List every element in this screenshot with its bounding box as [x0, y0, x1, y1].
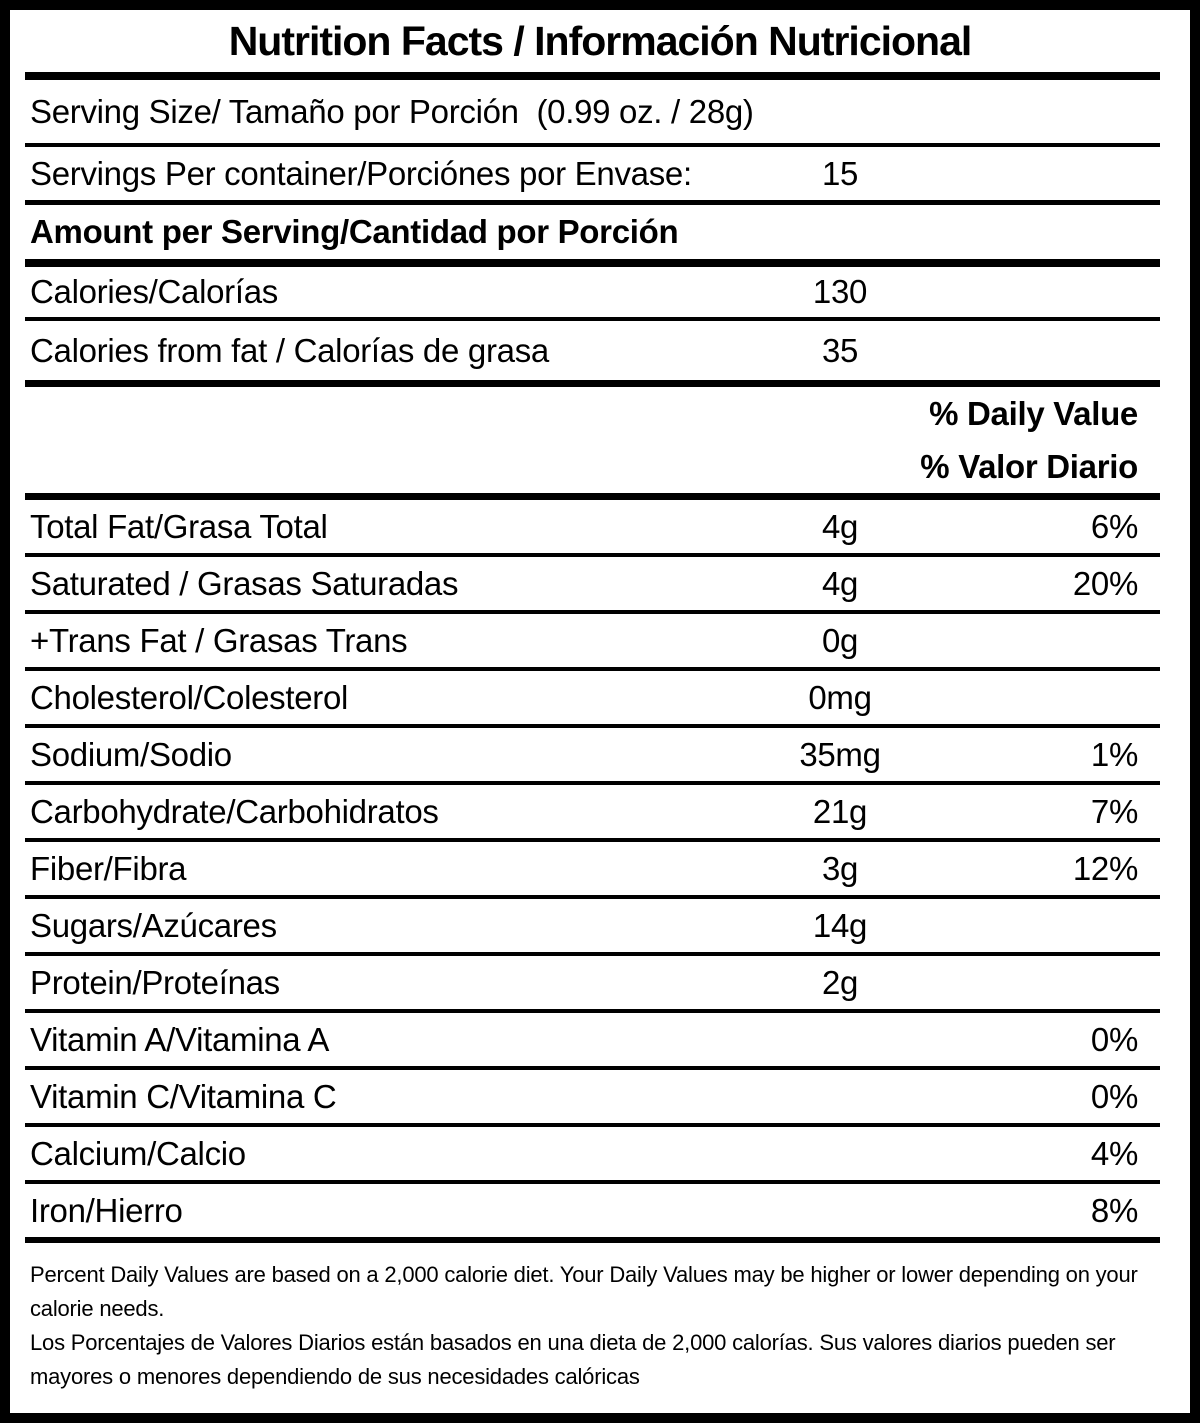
- daily-value-header: % Daily Value % Valor Diario: [25, 387, 1160, 493]
- amount-per-serving-header-row: Amount per Serving/Cantidad por Porción: [25, 205, 1160, 259]
- nutrient-dv: 8%: [1090, 1191, 1138, 1229]
- divider: [25, 380, 1160, 387]
- nutrient-label: Saturated / Grasas Saturadas: [30, 564, 459, 602]
- servings-per-container-label: Servings Per container/Porciónes por Env…: [30, 154, 692, 192]
- divider-amount-header: [25, 259, 1160, 267]
- nutrient-dv: 0%: [1090, 1077, 1138, 1115]
- nutrient-dv: 7%: [1090, 792, 1138, 830]
- nutrient-amount: 4g: [821, 564, 859, 602]
- nutrient-row-sugars: Sugars/Azúcares 14g: [25, 899, 1160, 952]
- nutrient-row-calcium: Calcium/Calcio 4%: [25, 1127, 1160, 1180]
- nutrient-amount: 14g: [812, 906, 868, 944]
- nutrient-label: Fiber/Fibra: [30, 849, 187, 887]
- divider-title: [25, 72, 1160, 80]
- nutrient-amount: 0g: [821, 621, 859, 659]
- nutrient-amount: 4g: [821, 507, 859, 545]
- servings-per-container-row: Servings Per container/Porciónes por Env…: [25, 147, 1160, 200]
- nutrient-label: Protein/Proteínas: [30, 963, 280, 1001]
- nutrient-dv: 0%: [1090, 1020, 1138, 1058]
- nutrient-row-protein: Protein/Proteínas 2g: [25, 956, 1160, 1009]
- label-title: Nutrition Facts / Información Nutriciona…: [228, 17, 973, 64]
- nutrient-dv: 4%: [1090, 1134, 1138, 1172]
- divider: [25, 553, 1160, 557]
- servings-per-container-value: 15: [821, 154, 859, 192]
- nutrient-dv: 20%: [1072, 564, 1138, 602]
- divider: [25, 895, 1160, 899]
- nutrient-dv: 1%: [1090, 735, 1138, 773]
- nutrient-amount: 0mg: [808, 678, 872, 716]
- divider: [25, 143, 1160, 147]
- nutrient-label: Vitamin A/Vitamina A: [30, 1020, 330, 1058]
- nutrient-label: Total Fat/Grasa Total: [30, 507, 328, 545]
- divider: [25, 493, 1160, 500]
- nutrient-label: Sodium/Sodio: [30, 735, 232, 773]
- nutrient-row-fiber: Fiber/Fibra 3g 12%: [25, 842, 1160, 895]
- divider: [25, 1009, 1160, 1013]
- nutrient-row-trans-fat: +Trans Fat / Grasas Trans 0g: [25, 614, 1160, 667]
- calories-from-fat-label: Calories from fat / Calorías de grasa: [30, 331, 549, 369]
- divider: [25, 781, 1160, 785]
- nutrient-dv: 12%: [1072, 849, 1138, 887]
- divider: [25, 200, 1160, 205]
- nutrient-row-total-fat: Total Fat/Grasa Total 4g 6%: [25, 500, 1160, 553]
- divider: [25, 952, 1160, 956]
- divider: [25, 317, 1160, 321]
- amount-per-serving-header: Amount per Serving/Cantidad por Porción: [30, 213, 679, 250]
- nutrient-row-carbohydrate: Carbohydrate/Carbohidratos 21g 7%: [25, 785, 1160, 838]
- divider: [25, 1180, 1160, 1184]
- divider: [25, 1066, 1160, 1070]
- nutrient-row-cholesterol: Cholesterol/Colesterol 0mg: [25, 671, 1160, 724]
- nutrient-row-sodium: Sodium/Sodio 35mg 1%: [25, 728, 1160, 781]
- serving-size-text: Serving Size/ Tamaño por Porción (0.99 o…: [30, 92, 754, 130]
- nutrient-label: Carbohydrate/Carbohidratos: [30, 792, 439, 830]
- calories-value: 130: [812, 273, 868, 310]
- divider-footer: [25, 1237, 1160, 1243]
- nutrient-label: Iron/Hierro: [30, 1191, 183, 1229]
- nutrient-row-vitamin-a: Vitamin A/Vitamina A 0%: [25, 1013, 1160, 1066]
- daily-value-header-en: % Daily Value: [929, 395, 1138, 432]
- calories-from-fat-row: Calories from fat / Calorías de grasa 35: [25, 321, 1160, 380]
- footnotes: Percent Daily Values are based on a 2,00…: [10, 1243, 1190, 1413]
- divider: [25, 667, 1160, 671]
- nutrient-row-saturated-fat: Saturated / Grasas Saturadas 4g 20%: [25, 557, 1160, 610]
- serving-size-row: Serving Size/ Tamaño por Porción (0.99 o…: [25, 80, 1160, 143]
- nutrient-label: +Trans Fat / Grasas Trans: [30, 621, 408, 659]
- divider: [25, 838, 1160, 842]
- footnote-english: Percent Daily Values are based on a 2,00…: [30, 1262, 1138, 1321]
- nutrient-amount: 2g: [821, 963, 859, 1001]
- calories-from-fat-value: 35: [821, 331, 859, 369]
- nutrient-amount: 35mg: [799, 735, 881, 773]
- divider: [25, 724, 1160, 728]
- nutrient-label: Sugars/Azúcares: [30, 906, 277, 944]
- footnote-spanish: Los Porcentajes de Valores Diarios están…: [30, 1330, 1116, 1389]
- nutrient-label: Vitamin C/Vitamina C: [30, 1077, 337, 1115]
- nutrient-amount: 3g: [821, 849, 859, 887]
- divider: [25, 1123, 1160, 1127]
- divider: [25, 610, 1160, 614]
- nutrient-row-iron: Iron/Hierro 8%: [25, 1184, 1160, 1237]
- daily-value-header-es: % Valor Diario: [920, 448, 1138, 485]
- calories-row: Calories/Calorías 130: [25, 267, 1160, 317]
- nutrient-label: Cholesterol/Colesterol: [30, 678, 349, 716]
- nutrient-amount: 21g: [812, 792, 868, 830]
- nutrient-row-vitamin-c: Vitamin C/Vitamina C 0%: [25, 1070, 1160, 1123]
- nutrient-dv: 6%: [1090, 507, 1138, 545]
- calories-label: Calories/Calorías: [30, 273, 278, 310]
- nutrient-label: Calcium/Calcio: [30, 1134, 246, 1172]
